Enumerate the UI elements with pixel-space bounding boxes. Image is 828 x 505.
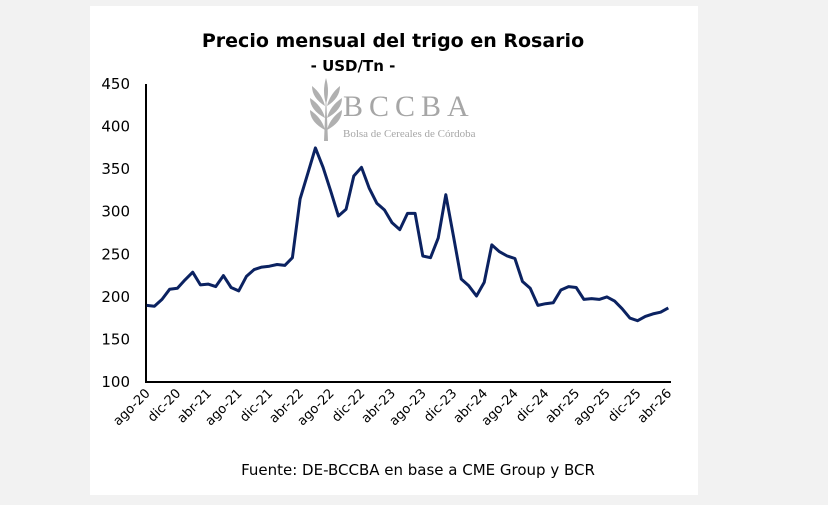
series-line (146, 146, 670, 323)
chart-card: Precio mensual del trigo en Rosario - US… (90, 6, 698, 495)
y-tick-label: 150 (101, 330, 130, 348)
y-tick-label: 100 (101, 373, 130, 391)
x-tick-label: abr-26 (635, 386, 675, 426)
logo-subtext: Bolsa de Cereales de Córdoba (343, 128, 476, 140)
logo-text: BCCBA (343, 90, 475, 123)
y-tick-label: 300 (101, 203, 130, 221)
y-tick-label: 200 (101, 288, 130, 306)
y-tick-label: 400 (101, 118, 130, 136)
line-chart: Precio mensual del trigo en Rosario - US… (101, 30, 675, 479)
y-tick-label: 250 (101, 245, 130, 263)
x-tick-labels: ago-20dic-20abr-21ago-21dic-21abr-22ago-… (111, 386, 675, 429)
chart-title: Precio mensual del trigo en Rosario (202, 30, 584, 52)
chart-subtitle: - USD/Tn - (311, 57, 396, 75)
y-tick-label: 350 (101, 160, 130, 178)
source-note: Fuente: DE-BCCBA en base a CME Group y B… (241, 461, 595, 479)
wheat-icon (310, 78, 342, 141)
x-tick-label: ago-20 (111, 386, 154, 429)
bccba-logo-watermark: BCCBA Bolsa de Cereales de Córdoba (310, 78, 476, 141)
y-tick-label: 450 (101, 75, 130, 93)
y-tick-labels: 100 150 200 250 300 350 400 450 (101, 75, 130, 391)
